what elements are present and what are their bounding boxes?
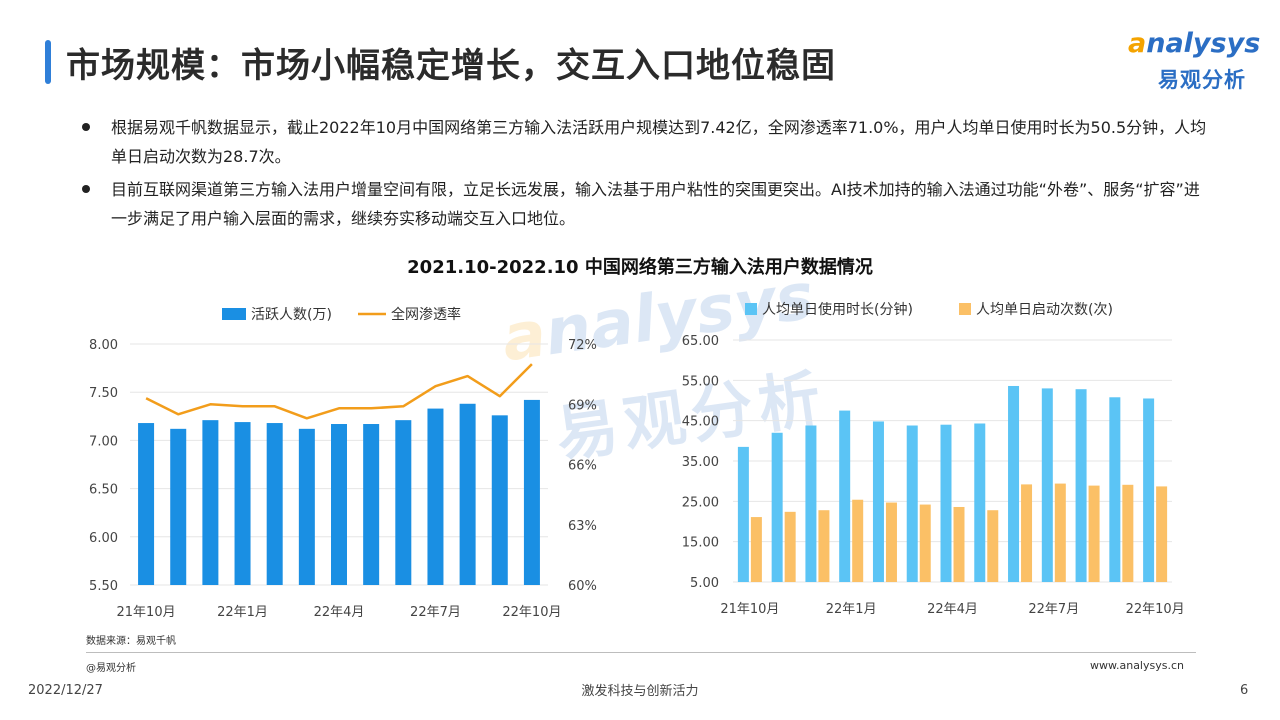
bar-launch-count [1054, 483, 1066, 582]
footer-divider [86, 652, 1196, 653]
logo-chinese: 易观分析 [1158, 68, 1246, 92]
bar-launch-count [750, 517, 762, 582]
bar-active-users [138, 423, 155, 585]
bar-launch-count [919, 504, 931, 582]
report-date: 2022/12/27 [28, 683, 103, 698]
bar-launch-count [1156, 486, 1168, 582]
bar-active-users [266, 423, 283, 585]
bar-usage-minutes [974, 423, 986, 582]
bar-usage-minutes [1075, 389, 1087, 582]
bar-launch-count [953, 506, 965, 582]
bar-active-users [363, 424, 380, 585]
y-left-tick-label: 6.00 [89, 531, 118, 546]
bar-usage-minutes [1041, 388, 1053, 582]
bar-active-users [298, 428, 315, 585]
bar-launch-count [1122, 484, 1134, 582]
y-left-tick-label: 8.00 [89, 338, 118, 353]
footer-slogan: 激发科技与创新活力 [581, 684, 699, 699]
bar-usage-minutes [1109, 397, 1121, 582]
y-left-tick-label: 6.50 [89, 483, 118, 498]
bar-launch-count [784, 511, 796, 582]
x-tick-label: 22年10月 [502, 605, 561, 620]
x-tick-label: 22年4月 [927, 602, 978, 617]
legend-label-active-users: 活跃人数(万) [251, 307, 332, 323]
bar-active-users [202, 420, 219, 585]
x-tick-label: 22年4月 [314, 605, 365, 620]
bar-launch-count [885, 502, 897, 582]
y-right-tick-label: 63% [568, 519, 597, 534]
chart-title: 2021.10-2022.10 中国网络第三方输入法用户数据情况 [407, 257, 873, 278]
bar-usage-minutes [805, 425, 817, 582]
bullet-list: 根据易观千帆数据显示，截止2022年10月中国网络第三方输入法活跃用户规模达到7… [80, 113, 1210, 237]
y-tick-label: 5.00 [690, 576, 719, 591]
y-right-tick-label: 72% [568, 338, 597, 353]
x-tick-label: 22年1月 [217, 605, 268, 620]
y-right-tick-label: 66% [568, 459, 597, 474]
y-left-tick-label: 5.50 [89, 579, 118, 594]
bar-active-users [395, 420, 412, 585]
page-title: 市场规模：市场小幅稳定增长，交互入口地位稳固 [66, 46, 836, 86]
y-tick-label: 45.00 [682, 415, 719, 430]
y-tick-label: 55.00 [682, 374, 719, 389]
bullet-item: 目前互联网渠道第三方输入法用户增量空间有限，立足长远发展，输入法基于用户粘性的突… [80, 175, 1210, 233]
data-source: 数据来源：易观千帆 [86, 636, 176, 647]
logo-wordmark: analysys [1128, 28, 1261, 59]
legend-swatch-active-users [222, 308, 246, 320]
title-accent-bar [45, 40, 51, 84]
legend-label-penetration: 全网渗透率 [391, 306, 461, 323]
bar-active-users [459, 403, 476, 585]
bar-active-users [234, 422, 251, 585]
legend-label-launch: 人均单日启动次数(次) [976, 302, 1113, 318]
bar-usage-minutes [771, 432, 783, 582]
bar-active-users [523, 399, 540, 585]
bar-launch-count [852, 499, 864, 582]
bullet-item: 根据易观千帆数据显示，截止2022年10月中国网络第三方输入法活跃用户规模达到7… [80, 113, 1210, 171]
bar-usage-minutes [1143, 398, 1155, 582]
y-right-tick-label: 60% [568, 579, 597, 594]
bar-launch-count [1088, 485, 1100, 582]
bar-active-users [427, 408, 444, 585]
bar-usage-minutes [940, 424, 952, 582]
x-tick-label: 22年1月 [826, 602, 877, 617]
legend-swatch-usage [745, 303, 757, 315]
credit-text: @易观分析 [86, 663, 136, 674]
bar-usage-minutes [839, 410, 851, 582]
bar-usage-minutes [872, 421, 884, 582]
y-tick-label: 15.00 [682, 536, 719, 551]
bar-active-users [331, 424, 347, 585]
line-penetration-rate [145, 363, 533, 420]
page-number: 6 [1240, 683, 1249, 698]
y-tick-label: 25.00 [682, 495, 719, 510]
y-tick-label: 35.00 [682, 455, 719, 470]
x-tick-label: 21年10月 [720, 602, 779, 617]
bar-usage-minutes [906, 425, 918, 582]
bar-launch-count [818, 510, 830, 582]
x-tick-label: 21年10月 [117, 605, 176, 620]
legend-swatch-launch [959, 303, 971, 315]
legend-label-usage: 人均单日使用时长(分钟) [762, 301, 913, 318]
x-tick-label: 22年7月 [1028, 602, 1079, 617]
bar-active-users [491, 415, 508, 585]
y-right-tick-label: 69% [568, 398, 597, 413]
y-tick-label: 65.00 [682, 334, 719, 349]
website-link[interactable]: www.analysys.cn [1090, 659, 1184, 672]
y-left-tick-label: 7.00 [89, 434, 118, 449]
analysys-logo: analysys 易观分析 [1128, 28, 1260, 94]
x-tick-label: 22年10月 [1126, 602, 1185, 617]
y-left-tick-label: 7.50 [89, 386, 118, 401]
bar-active-users [170, 428, 187, 585]
bar-usage-minutes [1008, 385, 1020, 582]
bar-launch-count [987, 510, 999, 582]
bar-launch-count [1021, 484, 1033, 582]
bar-usage-minutes [737, 446, 749, 582]
x-tick-label: 22年7月 [410, 605, 461, 620]
